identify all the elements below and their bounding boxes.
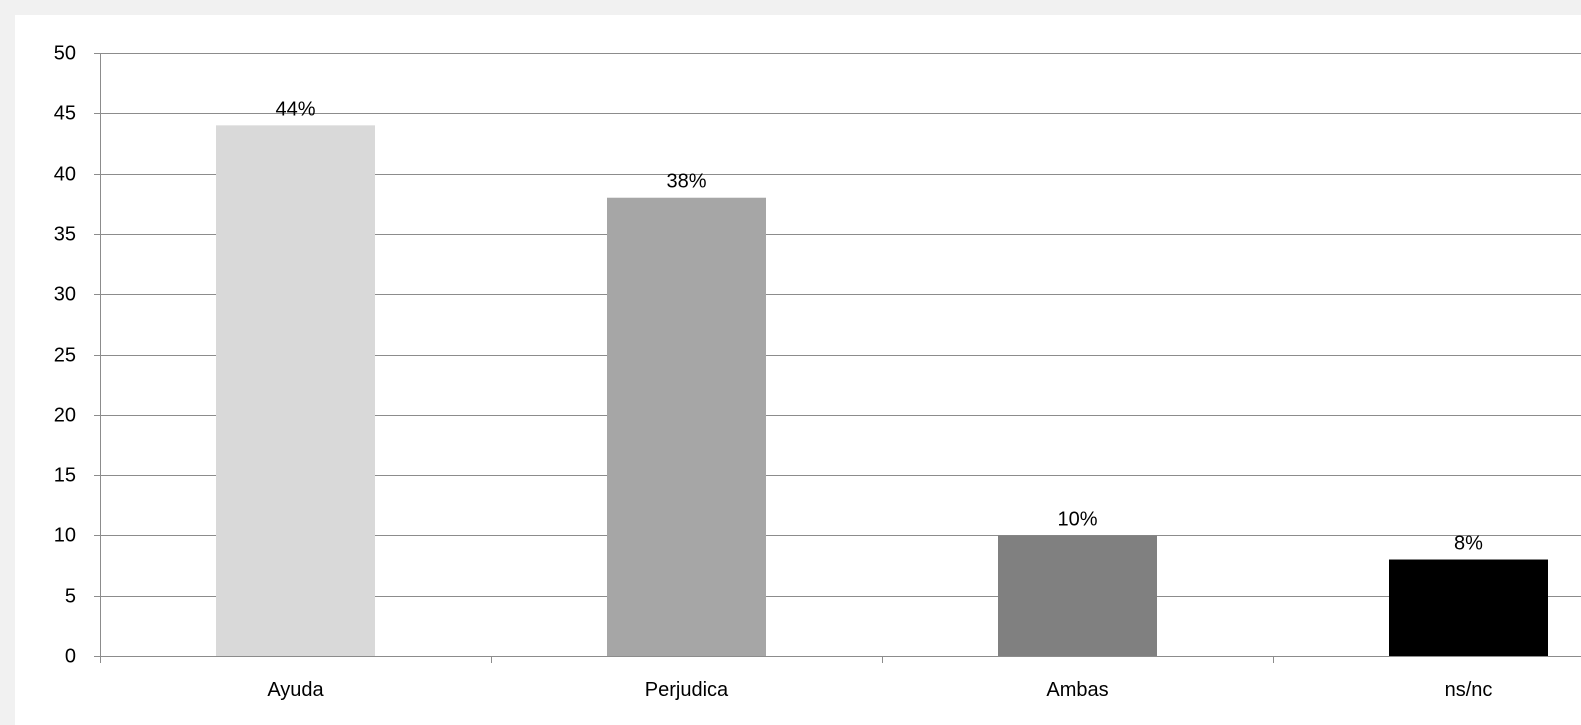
x-tick-label: ns/nc [1445, 679, 1493, 701]
data-label: 38% [666, 171, 706, 193]
y-tick-label: 40 [54, 164, 76, 186]
y-tick-label: 5 [65, 586, 76, 608]
bars [216, 125, 1548, 657]
y-tick-labels: 0 5 10 15 20 25 30 35 40 45 50 [54, 43, 76, 668]
y-tick-label: 0 [65, 646, 76, 668]
x-tick-label: Ambas [1046, 679, 1108, 701]
y-tick-label: 50 [54, 43, 76, 65]
data-label: 44% [275, 98, 315, 120]
y-tick-label: 20 [54, 405, 76, 427]
x-tick-label: Perjudica [645, 679, 729, 701]
bar-ambas [998, 535, 1157, 656]
y-tick-label: 35 [54, 224, 76, 246]
bar-ns-nc [1389, 559, 1548, 656]
y-tick-label: 25 [54, 345, 76, 367]
data-labels: 44% 38% 10% 8% [275, 98, 1483, 554]
axes [94, 53, 1581, 663]
data-label: 8% [1454, 533, 1483, 555]
y-tick-label: 30 [54, 284, 76, 306]
y-tick-label: 15 [54, 465, 76, 487]
x-tick-label: Ayuda [267, 679, 324, 701]
bar-ayuda [216, 125, 375, 657]
data-label: 10% [1057, 508, 1097, 530]
y-tick-label: 45 [54, 103, 76, 125]
y-tick-label: 10 [54, 525, 76, 547]
x-tick-labels: Ayuda Perjudica Ambas ns/nc [267, 679, 1492, 701]
bar-perjudica [607, 197, 766, 656]
